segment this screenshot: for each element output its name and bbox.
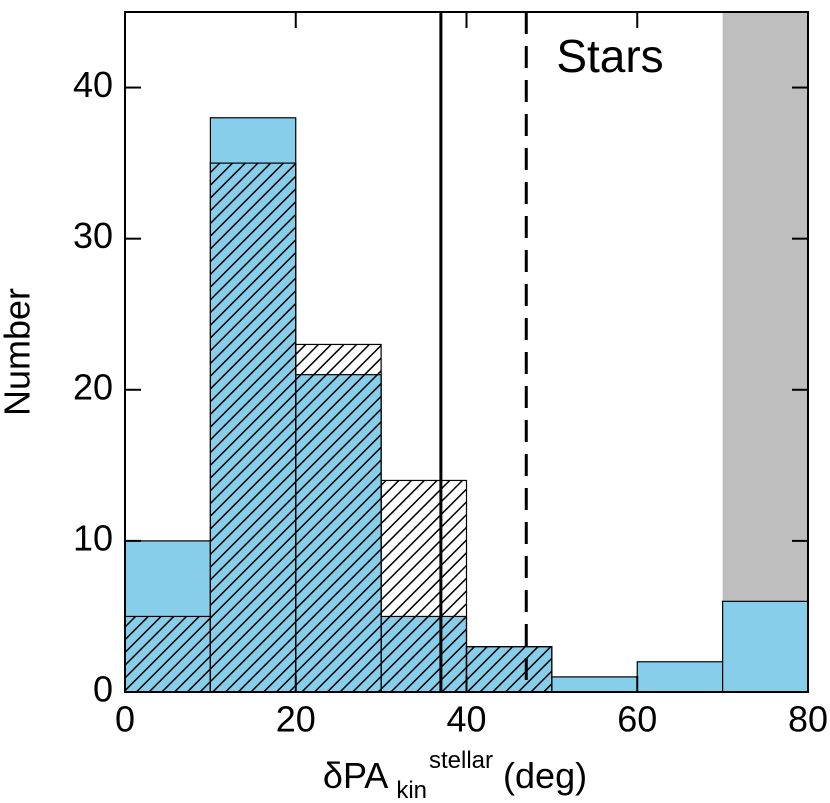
x-tick-label: 80 [788, 699, 828, 740]
hatched-bar [465, 646, 553, 693]
hatched-bar [124, 615, 211, 693]
hatched-bar [295, 343, 382, 693]
bar [722, 600, 809, 693]
x-axis-label: δPA kinstellar (deg) [323, 747, 587, 803]
x-label-unit: (deg) [503, 755, 587, 796]
y-tick-label: 10 [73, 517, 113, 558]
y-tick-label: 0 [93, 669, 113, 710]
x-tick-label: 60 [617, 699, 657, 740]
bar [551, 676, 638, 693]
hatched-bar [209, 162, 297, 693]
y-axis-label: Number [0, 288, 38, 416]
hatched-bar [380, 479, 468, 693]
x-tick-label: 0 [115, 699, 135, 740]
y-tick-label: 30 [73, 215, 113, 256]
x-label-sup: stellar [429, 747, 493, 774]
y-tick-label: 20 [73, 366, 113, 407]
x-label-main: δPA [323, 755, 388, 796]
shaded-region [722, 12, 808, 692]
annotation: Stars [556, 30, 663, 82]
x-tick-label: 40 [446, 699, 486, 740]
y-tick-label: 40 [73, 64, 113, 105]
x-tick-label: 20 [276, 699, 316, 740]
x-label-sub: kin [396, 777, 427, 803]
bar [636, 661, 724, 693]
